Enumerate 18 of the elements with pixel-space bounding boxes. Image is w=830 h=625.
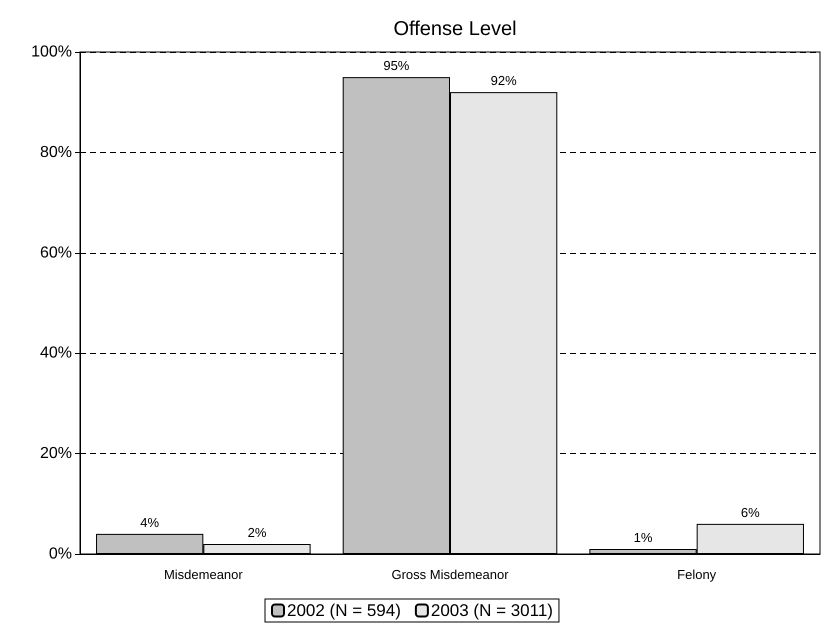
data-label: 95% (383, 58, 410, 74)
y-tick-label: 60% (40, 244, 72, 262)
y-tick-label: 40% (40, 344, 72, 362)
data-label: 4% (140, 514, 160, 530)
data-label: 2% (248, 524, 267, 540)
y-tick-label: 80% (40, 144, 72, 161)
x-tick-label: Gross Misdemeanor (391, 567, 510, 582)
legend-label: 2002 (N = 594) (287, 601, 401, 620)
x-tick-label: Felony (677, 567, 717, 582)
data-label: 92% (490, 73, 518, 88)
y-tick-label: 0% (48, 546, 72, 562)
y-tick-label: 20% (40, 445, 72, 462)
x-tick-label: Misdemeanor (164, 567, 244, 582)
legend-label: 2003 (N = 3011) (430, 601, 553, 620)
chart-title: Offense Level (393, 18, 517, 40)
y-tick-label: 100% (31, 44, 72, 60)
data-label: 6% (740, 504, 760, 520)
data-label: 1% (634, 530, 653, 545)
